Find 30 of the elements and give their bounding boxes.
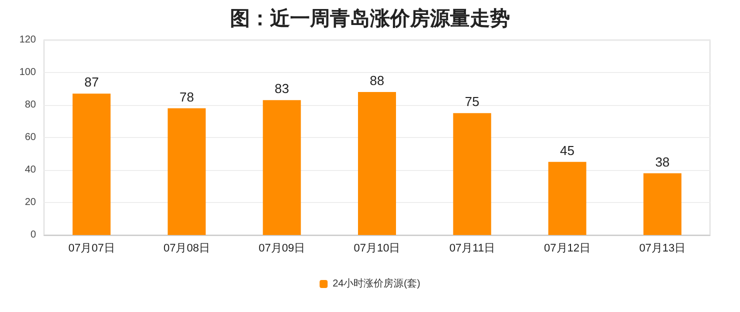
x-tick-label: 07月10日 bbox=[354, 242, 400, 254]
x-tick-label: 07月13日 bbox=[639, 242, 686, 254]
bar bbox=[453, 113, 492, 235]
data-label: 88 bbox=[370, 73, 384, 88]
bar bbox=[358, 92, 396, 235]
data-label: 87 bbox=[84, 74, 99, 90]
data-label: 83 bbox=[274, 81, 290, 96]
y-tick-label: 20 bbox=[24, 197, 36, 208]
x-tick-label: 07月08日 bbox=[163, 242, 210, 254]
chart-title: 图：近一周青岛涨价房源量走势 bbox=[230, 7, 510, 30]
data-label: 75 bbox=[464, 94, 480, 110]
data-label: 38 bbox=[655, 154, 670, 170]
y-tick-label: 80 bbox=[24, 100, 36, 110]
x-tick-label: 07月11日 bbox=[449, 242, 495, 254]
y-tick-label: 0 bbox=[30, 230, 36, 240]
y-tick-label: 120 bbox=[19, 34, 36, 46]
x-tick-label: 07月09日 bbox=[258, 242, 306, 254]
y-tick-label: 60 bbox=[24, 132, 36, 143]
bar bbox=[643, 173, 682, 235]
bar bbox=[168, 108, 206, 235]
data-label: 45 bbox=[560, 142, 575, 158]
y-tick-label: 100 bbox=[19, 67, 36, 78]
legend-label: 24小时涨价房源(套) bbox=[332, 278, 420, 290]
bar bbox=[72, 94, 111, 235]
x-tick-label: 07月12日 bbox=[544, 242, 591, 254]
x-tick-label: 07月07日 bbox=[68, 242, 115, 254]
bar bbox=[548, 162, 586, 235]
bar bbox=[262, 100, 301, 235]
data-label: 78 bbox=[179, 89, 194, 104]
y-tick-label: 40 bbox=[24, 164, 36, 176]
